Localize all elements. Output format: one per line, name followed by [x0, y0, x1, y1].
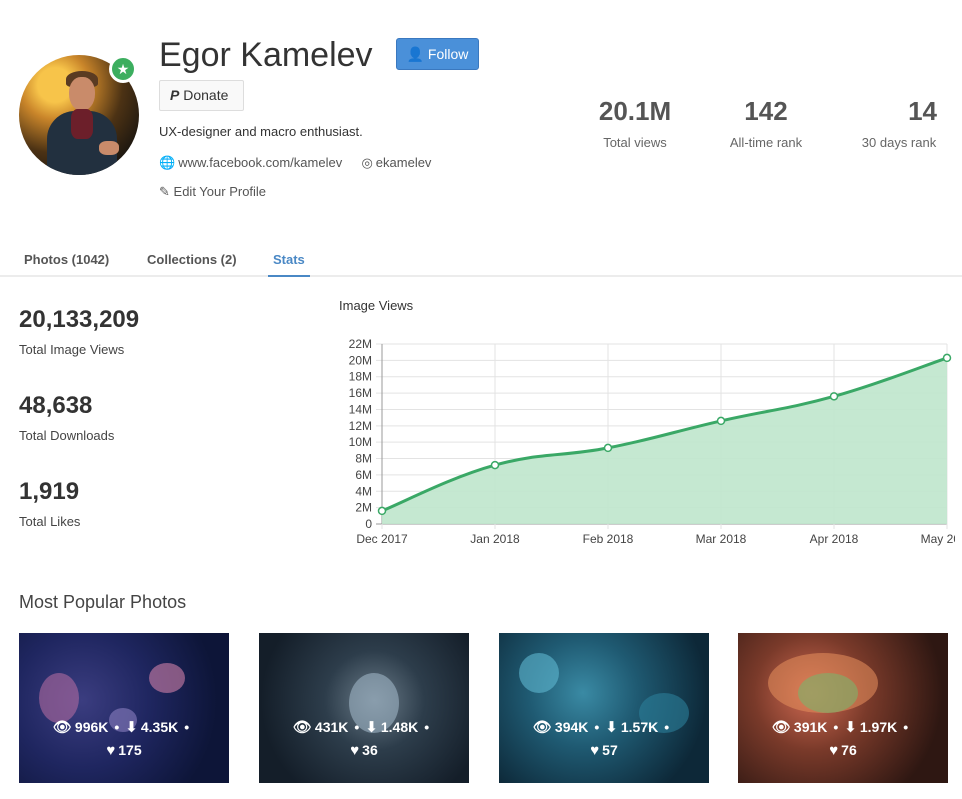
popular-photos-title: Most Popular Photos [19, 592, 187, 612]
stat-total-views: 20.1M Total views [598, 96, 672, 150]
x-tick-label: May 2018 [921, 532, 955, 546]
tab-stats[interactable]: Stats [268, 252, 310, 277]
instagram-link[interactable]: ekamelev [375, 155, 432, 171]
data-point-2 [490, 460, 500, 470]
y-tick-label: 20M [349, 353, 372, 367]
eye-icon: 👁 [532, 719, 552, 736]
pencil-icon: ✎ [159, 184, 170, 199]
download-icon: ⬇ [844, 719, 857, 736]
featured-star-icon: ★ [109, 55, 137, 83]
x-tick-label: Feb 2018 [583, 532, 634, 546]
y-tick-label: 6M [355, 468, 372, 482]
facebook-link[interactable]: www.facebook.com/kamelev [178, 155, 343, 171]
y-tick-label: 12M [349, 419, 372, 433]
profile-links: 🌐 www.facebook.com/kamelev ◎ ekamelev [159, 154, 431, 171]
y-tick-label: 0 [365, 517, 372, 531]
stat-all-time-rank: 142 All-time rank [729, 96, 803, 150]
profile-bio: UX-designer and macro enthusiast. [159, 124, 363, 139]
stat-30-days-rank: 14 30 days rank [861, 96, 937, 150]
heart-icon: ♥ [350, 742, 360, 759]
globe-icon: 🌐 [159, 154, 176, 170]
data-point-6 [942, 353, 952, 363]
download-icon: ⬇ [125, 719, 138, 736]
eye-icon: 👁 [771, 719, 791, 736]
download-icon: ⬇ [605, 719, 618, 736]
popular-photo-2[interactable]: 👁 431K • ⬇ 1.48K • ♥ 36 [259, 633, 469, 783]
y-tick-label: 16M [349, 386, 372, 400]
y-tick-label: 14M [349, 402, 372, 416]
add-user-icon: 👤 [406, 46, 425, 62]
data-point-5 [829, 392, 839, 401]
total-likes: 1,919 Total Likes [19, 478, 81, 529]
total-image-views: 20,133,209 Total Image Views [19, 306, 140, 357]
y-tick-label: 4M [355, 484, 372, 498]
popular-photo-3[interactable]: 👁 394K • ⬇ 1.57K • ♥ 57 [499, 633, 709, 783]
download-icon: ⬇ [365, 719, 378, 736]
donate-button[interactable]: P Donate [159, 80, 244, 111]
follow-button[interactable]: 👤 Follow [396, 38, 479, 70]
eye-icon: 👁 [52, 719, 72, 736]
popular-photo-1[interactable]: 👁 996K • ⬇ 4.35K • ♥ 175 [19, 633, 229, 783]
eye-icon: 👁 [292, 719, 312, 736]
x-tick-label: Mar 2018 [696, 532, 747, 546]
series-area [382, 357, 947, 524]
y-tick-label: 8M [355, 452, 372, 466]
edit-profile-link[interactable]: ✎ Edit Your Profile [159, 184, 267, 199]
data-point-1 [377, 506, 387, 516]
paypal-icon: P [170, 87, 180, 103]
image-views-chart: 0 2M 4M 6M 8M 10M 12M 14M 16M 18M 20M 22M Dec 2017 Ja… [349, 337, 955, 546]
heart-icon: ♥ [106, 742, 116, 759]
x-tick-label: Apr 2018 [810, 532, 859, 546]
x-tick-label: Jan 2018 [470, 532, 520, 546]
series-line [381, 356, 948, 513]
heart-icon: ♥ [829, 742, 839, 759]
y-tick-label: 2M [355, 501, 372, 515]
profile-tabs: Photos (1042) Collections (2) Stats [0, 245, 962, 277]
data-point-4 [716, 416, 726, 426]
heart-icon: ♥ [590, 742, 600, 759]
total-downloads: 48,638 Total Downloads [19, 392, 115, 443]
instagram-icon: ◎ [361, 154, 373, 170]
y-tick-label: 10M [349, 435, 372, 449]
y-tick-label: 22M [349, 337, 372, 351]
popular-photo-4[interactable]: 👁 391K • ⬇ 1.97K • ♥ 76 [738, 633, 948, 783]
chart-title: Image Views [339, 298, 414, 313]
profile-name: Egor Kamelev [159, 36, 373, 74]
tab-collections[interactable]: Collections (2) [147, 252, 237, 267]
y-tick-label: 18M [349, 370, 372, 384]
tab-photos[interactable]: Photos (1042) [24, 252, 110, 267]
x-tick-label: Dec 2017 [356, 532, 408, 546]
data-point-3 [603, 443, 613, 453]
